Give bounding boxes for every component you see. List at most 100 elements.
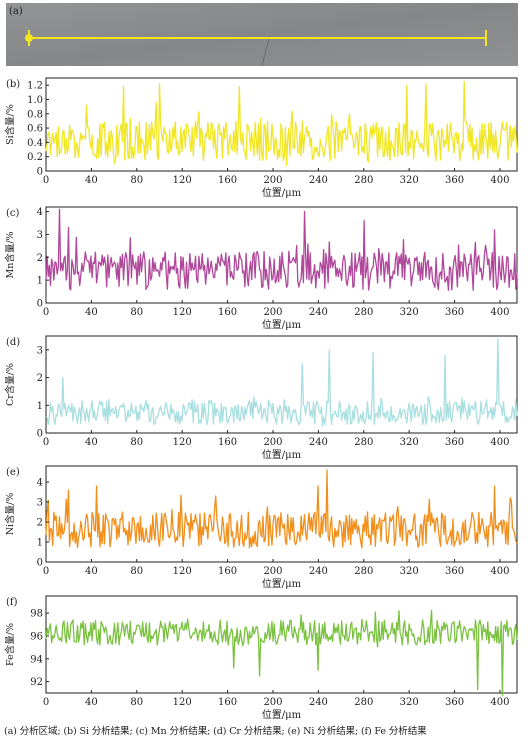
y-tick-label: 3: [37, 498, 43, 509]
x-tick-label: 280: [354, 566, 373, 577]
y-axis-label: Si含量/%: [4, 104, 16, 145]
y-tick-label: 0: [37, 558, 43, 569]
x-tick-label: 200: [263, 175, 282, 186]
charts: 0 40 80 120 160 200 240 280 320 360 40000.20.40.60…: [4, 77, 518, 721]
y-tick-label: 3: [37, 345, 43, 356]
x-tick-label: 0: [43, 566, 49, 577]
panel-a: (a): [6, 3, 518, 67]
x-tick-label: 80: [130, 697, 143, 708]
data-series-line: [45, 208, 518, 291]
y-tick-label: 3: [37, 230, 43, 241]
sem-crack: [261, 35, 271, 67]
y-tick-label: 94: [30, 654, 43, 665]
y-tick-label: 2: [37, 253, 43, 264]
x-tick-label: 160: [218, 175, 237, 186]
panel-label: (f): [6, 597, 18, 608]
x-tick-label: 400: [490, 437, 509, 448]
x-tick-label: 0: [43, 175, 49, 186]
x-tick-label: 400: [490, 566, 509, 577]
x-tick-label: 80: [130, 437, 143, 448]
x-axis-label: 位置/μm: [262, 577, 302, 590]
x-tick-label: 360: [445, 175, 464, 186]
x-tick-label: 360: [445, 697, 464, 708]
x-tick-label: 120: [173, 566, 192, 577]
x-tick-label: 160: [218, 307, 237, 318]
panel-f-chart: 0 40 80 120 160 200 240 280 320 360 400 92 94 96 98 (f)…: [4, 595, 518, 721]
data-series-line: [45, 609, 518, 696]
y-tick-label: 2: [37, 518, 43, 529]
y-tick-label: 4: [37, 478, 43, 489]
x-tick-label: 40: [85, 437, 98, 448]
x-tick-label: 120: [173, 437, 192, 448]
panel-d-chart: 0 40 80 120 160 200 240 280 320 360 400 0 1 2 3 (d) Cr含量…: [4, 335, 518, 461]
x-tick-label: 320: [400, 175, 419, 186]
panel-label: (b): [6, 79, 20, 90]
panel-c-chart: 0 40 80 120 160 200 240 280 320 360 400 0 1 2 3 4 (c) Mn含…: [4, 206, 518, 331]
y-axis-label: Mn含量/%: [4, 231, 16, 278]
y-tick-label: 1.0: [27, 95, 43, 106]
y-axis-label: Fe含量/%: [4, 623, 16, 666]
x-tick-label: 40: [85, 175, 98, 186]
plot-frame: [45, 595, 518, 694]
x-tick-label: 40: [85, 307, 98, 318]
x-tick-label: 280: [354, 697, 373, 708]
y-tick-label: 0.4: [27, 138, 43, 149]
x-tick-label: 40: [85, 566, 98, 577]
x-tick-label: 280: [354, 175, 373, 186]
panel-e-chart: 0 40 80 120 160 200 240 280 320 360 400 0 1 2 3 4 (e) Ni含…: [4, 465, 518, 590]
x-tick-label: 80: [130, 566, 143, 577]
y-tick-label: 1: [37, 276, 43, 287]
x-tick-label: 280: [354, 437, 373, 448]
y-axis-label: Cr含量/%: [4, 363, 16, 406]
x-tick-label: 280: [354, 307, 373, 318]
x-tick-label: 360: [445, 307, 464, 318]
panel-label: (c): [6, 208, 20, 219]
x-tick-label: 160: [218, 437, 237, 448]
y-tick-label: 92: [30, 677, 43, 688]
panel-label: (e): [6, 467, 20, 478]
x-tick-label: 200: [263, 697, 282, 708]
x-tick-label: 200: [263, 437, 282, 448]
sem-image-shade: [6, 3, 518, 66]
panel-a-label: (a): [9, 6, 23, 17]
x-tick-label: 0: [43, 307, 49, 318]
x-tick-label: 320: [400, 566, 419, 577]
x-tick-label: 320: [400, 437, 419, 448]
y-tick-label: 0: [37, 167, 43, 178]
panel-b-chart: 0 40 80 120 160 200 240 280 320 360 400 0 0.2 0.4 0.6 0…: [4, 77, 518, 199]
x-tick-label: 80: [130, 307, 143, 318]
x-axis-label: 位置/μm: [262, 318, 302, 331]
x-tick-label: 240: [309, 307, 328, 318]
y-tick-label: 1.2: [27, 81, 43, 92]
y-tick-label: 1: [37, 401, 43, 412]
x-tick-label: 320: [400, 697, 419, 708]
x-tick-label: 360: [445, 566, 464, 577]
x-tick-label: 400: [490, 175, 509, 186]
x-tick-label: 360: [445, 437, 464, 448]
x-tick-label: 120: [173, 175, 192, 186]
y-tick-label: 0: [37, 429, 43, 440]
y-tick-label: 0.2: [27, 152, 43, 163]
x-tick-label: 200: [263, 566, 282, 577]
x-tick-label: 120: [173, 307, 192, 318]
x-tick-label: 120: [173, 697, 192, 708]
y-tick-label: 1: [37, 538, 43, 549]
x-tick-label: 400: [490, 697, 509, 708]
y-tick-label: 0: [37, 299, 43, 310]
y-tick-label: 0.8: [27, 109, 43, 120]
x-tick-label: 240: [309, 697, 328, 708]
x-tick-label: 200: [263, 307, 282, 318]
x-tick-label: 400: [490, 307, 509, 318]
y-axis-label: Ni含量/%: [4, 493, 16, 536]
x-tick-label: 160: [218, 697, 237, 708]
x-axis-label: 位置/μm: [262, 708, 302, 721]
x-tick-label: 240: [309, 566, 328, 577]
x-tick-label: 40: [85, 697, 98, 708]
data-series-line: [45, 338, 518, 427]
x-axis-label: 位置/μm: [262, 448, 302, 461]
y-tick-label: 0.6: [27, 124, 43, 135]
y-tick-label: 96: [30, 631, 43, 642]
x-tick-label: 240: [309, 175, 328, 186]
panel-label: (d): [6, 337, 20, 348]
